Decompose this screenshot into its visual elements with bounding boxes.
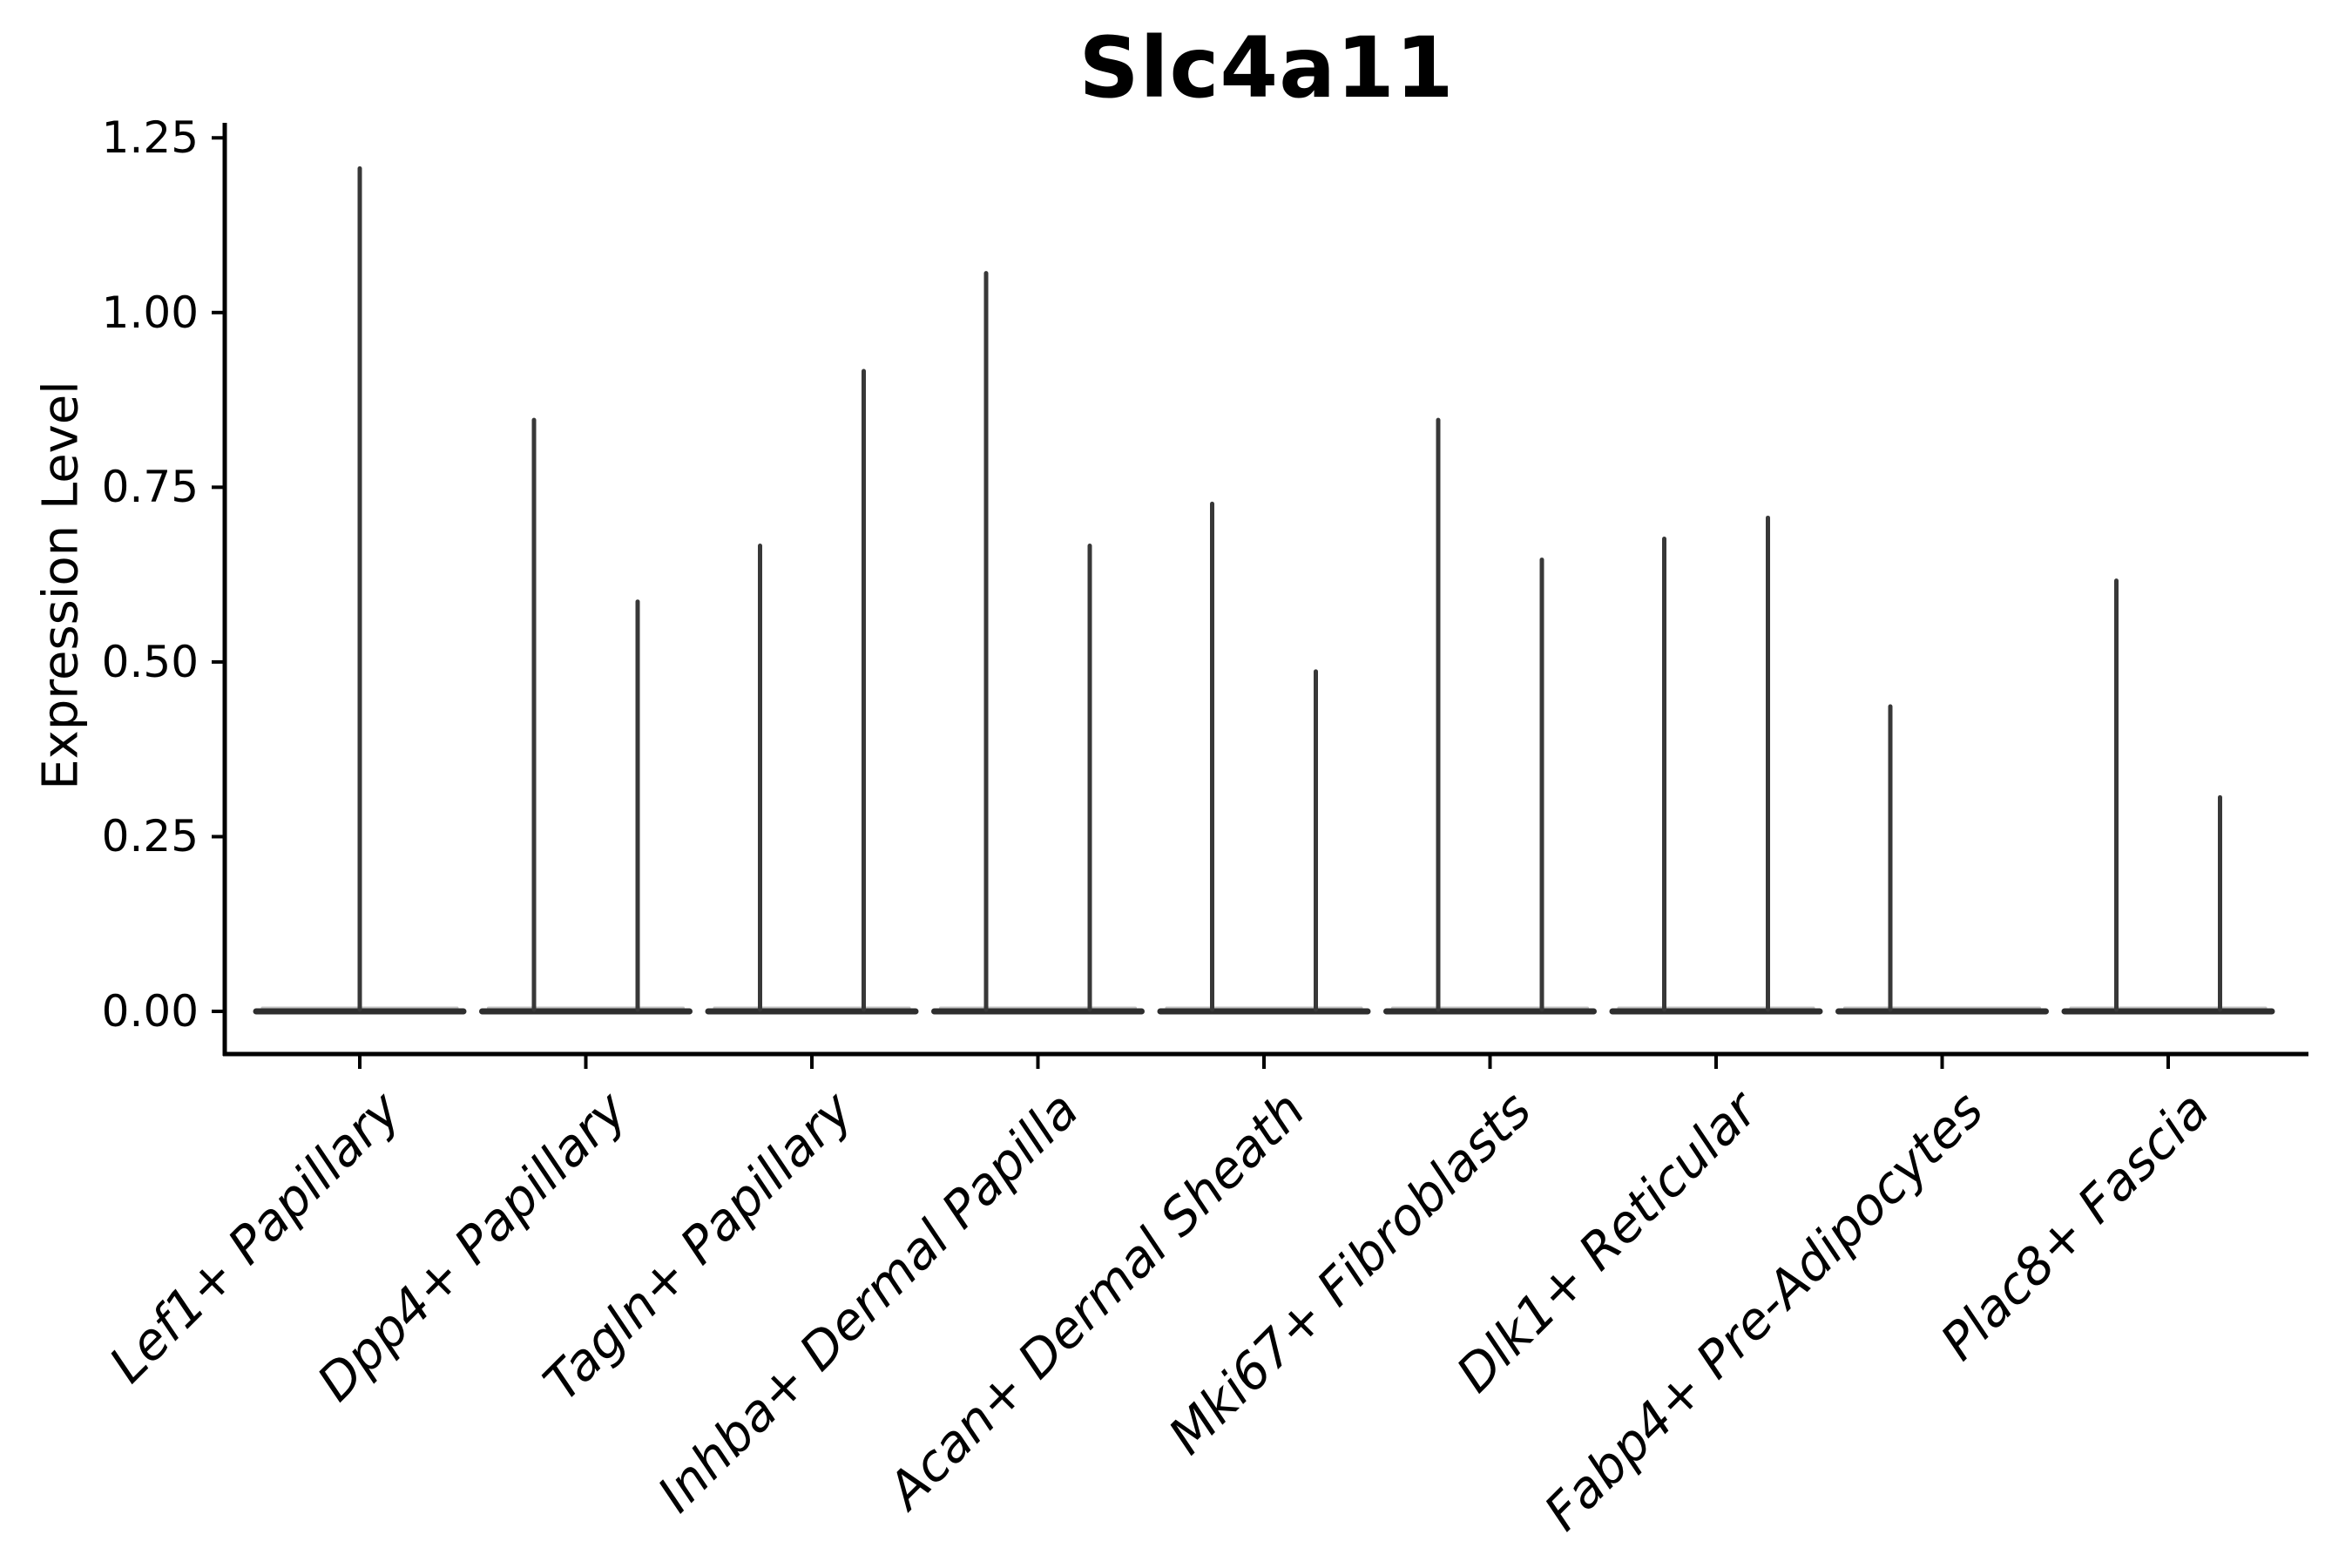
y-tick-label: 0.75 (101, 462, 199, 513)
y-tick-label: 1.25 (101, 112, 199, 164)
y-tick-label: 1.00 (101, 287, 199, 338)
y-tick-label: 0.50 (101, 636, 199, 687)
plot-title: Slc4a11 (1078, 19, 1455, 117)
y-tick-label: 0.00 (101, 986, 199, 1037)
y-tick-label: 0.25 (101, 811, 199, 862)
